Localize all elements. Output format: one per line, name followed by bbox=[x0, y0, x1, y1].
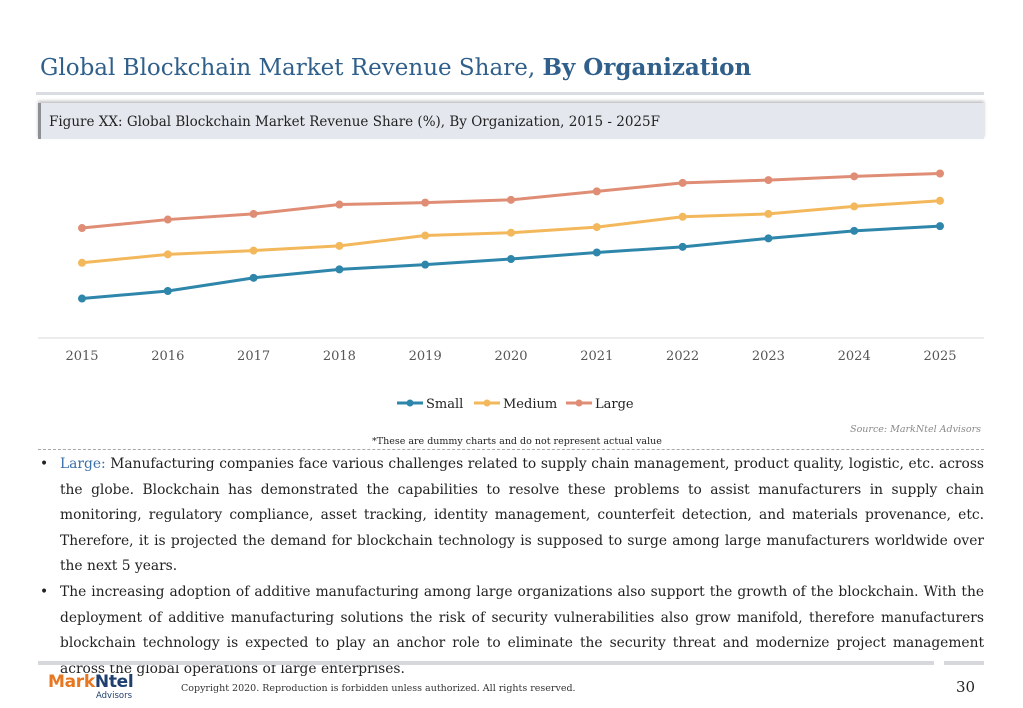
figure-caption-bar: Figure XX: Global Blockchain Market Reve… bbox=[38, 103, 984, 139]
data-point-medium bbox=[335, 241, 344, 250]
data-point-medium bbox=[507, 228, 515, 237]
data-point-medium bbox=[163, 250, 172, 259]
dummy-note: *These are dummy charts and do not repre… bbox=[372, 436, 662, 447]
bullet-list: • Large: Manufacturing companies face va… bbox=[38, 452, 984, 682]
legend-label: Large bbox=[595, 397, 634, 412]
legend-item-medium: Medium bbox=[474, 397, 557, 412]
x-tick-label: 2019 bbox=[409, 349, 442, 364]
legend-label: Medium bbox=[503, 397, 557, 412]
x-tick-label: 2022 bbox=[666, 349, 699, 364]
legend-label: Small bbox=[426, 397, 463, 412]
x-tick-labels: 2015 2016 2017 2018 2019 2020 2021 2022 2023 2024… bbox=[65, 349, 956, 364]
bullet-body: The increasing adoption of additive manu… bbox=[60, 583, 984, 677]
data-point-large bbox=[592, 187, 601, 196]
x-tick-label: 2015 bbox=[65, 349, 98, 364]
data-point-large bbox=[421, 198, 430, 207]
series-small bbox=[78, 222, 944, 303]
data-point-small bbox=[764, 234, 773, 243]
data-point-medium bbox=[592, 223, 601, 232]
data-point-large bbox=[335, 200, 344, 209]
data-point-small bbox=[592, 248, 601, 257]
logo-wordmark: MarkNtel bbox=[48, 672, 138, 692]
x-tick-label: 2021 bbox=[580, 349, 613, 364]
data-point-small bbox=[335, 265, 344, 274]
legend-swatch-marker bbox=[406, 399, 414, 407]
data-point-large bbox=[678, 178, 687, 187]
x-tick-label: 2025 bbox=[923, 349, 956, 364]
series-large bbox=[78, 169, 944, 233]
data-point-medium bbox=[78, 258, 86, 267]
bullet-dot: • bbox=[40, 583, 49, 600]
logo-part-2: Ntel bbox=[94, 672, 134, 692]
x-tick-label: 2024 bbox=[838, 349, 871, 364]
bullet-body: Manufacturing companies face various cha… bbox=[60, 456, 984, 575]
data-point-large bbox=[78, 224, 86, 233]
data-point-medium bbox=[764, 209, 773, 218]
title-divider bbox=[36, 92, 984, 95]
bullet-text: Large: Manufacturing companies face vari… bbox=[60, 452, 984, 580]
chart-source: Source: MarkNtel Advisors bbox=[850, 424, 981, 435]
data-point-large bbox=[936, 169, 944, 178]
data-point-large bbox=[163, 215, 172, 224]
bullet-text: The increasing adoption of additive manu… bbox=[60, 580, 984, 682]
page-title: Global Blockchain Market Revenue Share, … bbox=[40, 54, 751, 81]
data-point-medium bbox=[678, 212, 687, 221]
line-chart: 2015 2016 2017 2018 2019 2020 2021 2022 2023 2024… bbox=[38, 169, 984, 412]
x-tick-label: 2023 bbox=[752, 349, 785, 364]
page-title-bold: By Organization bbox=[542, 54, 752, 81]
data-point-large bbox=[249, 209, 258, 218]
logo-part-1: Mark bbox=[48, 672, 95, 692]
series-layer bbox=[78, 169, 944, 303]
data-point-small bbox=[421, 260, 430, 269]
legend-swatch-marker bbox=[575, 399, 583, 407]
data-point-large bbox=[507, 195, 515, 204]
data-point-medium bbox=[421, 231, 430, 240]
bullet-lead: Large: bbox=[60, 456, 106, 472]
bullet-item: • Large: Manufacturing companies face va… bbox=[38, 452, 984, 580]
footer-divider bbox=[38, 661, 934, 665]
data-point-small bbox=[850, 226, 859, 235]
data-point-small bbox=[78, 294, 86, 303]
chart-legend: Small Medium Large bbox=[397, 397, 634, 412]
company-logo: MarkNtel Advisors bbox=[48, 672, 138, 704]
dashed-divider bbox=[38, 449, 984, 450]
data-point-small bbox=[936, 222, 944, 231]
legend-swatch-marker bbox=[483, 399, 491, 407]
data-point-medium bbox=[936, 196, 944, 205]
page-number: 30 bbox=[956, 678, 976, 696]
bullet-item: • The increasing adoption of additive ma… bbox=[38, 580, 984, 682]
figure-caption: Figure XX: Global Blockchain Market Reve… bbox=[49, 114, 660, 130]
data-point-medium bbox=[850, 202, 859, 211]
bullet-dot: • bbox=[40, 456, 49, 472]
x-tick-label: 2016 bbox=[151, 349, 184, 364]
data-point-large bbox=[764, 176, 773, 185]
data-point-medium bbox=[249, 246, 258, 255]
logo-subtitle: Advisors bbox=[96, 691, 133, 701]
legend-item-large: Large bbox=[566, 397, 634, 412]
page-title-regular: Global Blockchain Market Revenue Share, bbox=[40, 55, 536, 81]
x-tick-label: 2020 bbox=[494, 349, 527, 364]
data-point-small bbox=[678, 242, 687, 251]
data-point-small bbox=[163, 287, 172, 295]
legend-item-small: Small bbox=[397, 397, 463, 412]
data-point-large bbox=[850, 172, 859, 181]
copyright-text: Copyright 2020. Reproduction is forbidde… bbox=[181, 683, 576, 694]
series-medium bbox=[78, 196, 944, 267]
x-tick-label: 2017 bbox=[237, 349, 270, 364]
data-point-small bbox=[507, 255, 515, 264]
data-point-small bbox=[249, 273, 258, 282]
footer-divider-short bbox=[944, 661, 984, 665]
x-tick-label: 2018 bbox=[323, 349, 356, 364]
